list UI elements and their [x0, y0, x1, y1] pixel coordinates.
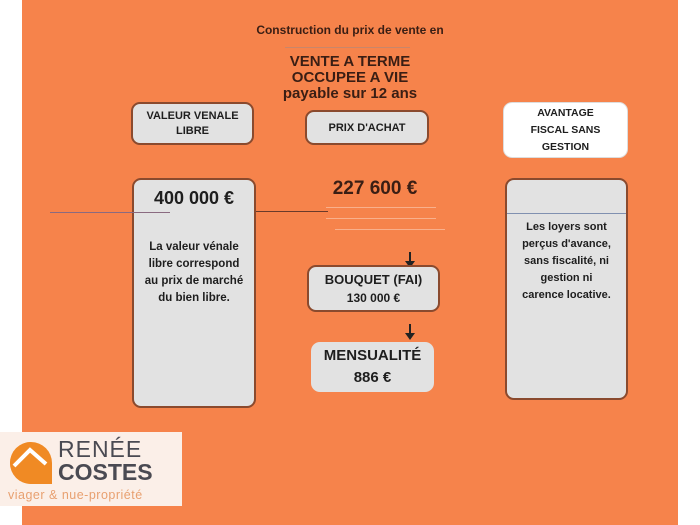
connector-line [335, 229, 445, 230]
avantage-label: AVANTAGE FISCAL SANS GESTION [503, 102, 628, 158]
logo-line1: RENÉE [58, 436, 143, 462]
divider [285, 47, 410, 48]
renee-costes-logo: RENÉE COSTES viager & nue-propriété [0, 432, 182, 506]
subtitle: Construction du prix de vente en [256, 23, 444, 37]
label-line: PRIX D'ACHAT [328, 121, 406, 134]
connector-line [326, 218, 436, 219]
text-line: La valeur vénale [149, 241, 239, 253]
text-line: sans fiscalité, ni [524, 255, 609, 267]
bouquet-box: BOUQUET (FAI) 130 000 € [307, 265, 440, 312]
arrow-down-icon [405, 324, 415, 340]
label-line: FISCAL SANS [530, 123, 601, 136]
valeur-venale-label: VALEUR VENALE LIBRE [131, 102, 254, 145]
title-line: OCCUPEE A VIE [291, 69, 409, 86]
text-line: Les loyers sont [526, 221, 607, 233]
text-line: libre correspond [148, 258, 240, 270]
avantage-description: Les loyers sont perçus d'avance, sans fi… [522, 219, 611, 304]
connector-line [50, 212, 170, 213]
text-line: perçus d'avance, [522, 238, 611, 250]
text-line: au prix de marché [144, 275, 244, 287]
label-line: LIBRE [176, 124, 209, 137]
avantage-box: Les loyers sont perçus d'avance, sans fi… [505, 178, 628, 400]
label-line: VALEUR VENALE [146, 109, 239, 122]
valeur-venale-box: 400 000 € La valeur vénale libre corresp… [132, 178, 256, 408]
label-line: GESTION [541, 140, 590, 153]
title-line: payable sur 12 ans [282, 85, 418, 102]
text-line: du bien libre. [158, 292, 230, 304]
divider [507, 213, 626, 214]
bouquet-amount: 130 000 € [346, 290, 401, 305]
logo-line2: COSTES [58, 459, 153, 485]
label-line: AVANTAGE [537, 106, 594, 119]
title-line: VENTE A TERME [289, 53, 411, 70]
prix-amount: 227 600 € [332, 178, 418, 199]
mensualite-amount: 886 € [353, 369, 392, 386]
main-title: VENTE A TERME OCCUPEE A VIE payable sur … [0, 54, 700, 102]
house-icon [10, 442, 52, 484]
bouquet-label: BOUQUET (FAI) [324, 271, 423, 287]
logo-tagline: viager & nue-propriété [8, 488, 143, 502]
prix-achat-label: PRIX D'ACHAT [305, 110, 429, 145]
connector-line [326, 207, 436, 208]
valeur-description: La valeur vénale libre correspond au pri… [145, 239, 243, 307]
valeur-amount: 400 000 € [153, 188, 235, 208]
mensualite-box: MENSUALITÉ 886 € [311, 342, 434, 392]
text-line: carence locative. [522, 289, 611, 301]
text-line: gestion ni [540, 272, 593, 284]
connector-line [256, 211, 328, 212]
mensualite-label: MENSUALITÉ [323, 347, 422, 364]
arrow-down-icon [405, 252, 415, 268]
